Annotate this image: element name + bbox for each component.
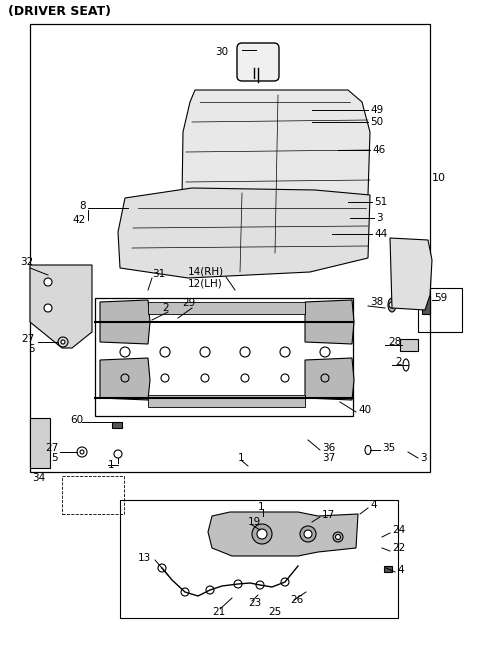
Text: 28: 28: [388, 337, 401, 347]
Text: 1: 1: [238, 453, 245, 463]
Polygon shape: [100, 358, 150, 400]
Circle shape: [44, 278, 52, 286]
Polygon shape: [30, 265, 92, 348]
Circle shape: [257, 529, 267, 539]
Text: 21: 21: [212, 607, 225, 617]
Text: 60: 60: [70, 415, 83, 425]
Text: 35: 35: [382, 443, 395, 453]
Bar: [112, 422, 122, 428]
Text: 50: 50: [370, 117, 383, 127]
Bar: [422, 296, 430, 314]
Text: 3: 3: [376, 213, 383, 223]
Polygon shape: [100, 300, 150, 344]
Text: 46: 46: [372, 145, 385, 155]
Circle shape: [280, 347, 290, 357]
Bar: [62, 476, 124, 514]
Text: 23: 23: [248, 598, 261, 608]
Circle shape: [160, 347, 170, 357]
Text: 34: 34: [32, 473, 45, 483]
Text: 10: 10: [432, 173, 446, 183]
Text: 38: 38: [370, 297, 383, 307]
Text: 49: 49: [370, 105, 383, 115]
Text: 14(RH): 14(RH): [188, 267, 224, 277]
Circle shape: [389, 302, 395, 308]
Text: 27: 27: [45, 443, 58, 453]
Text: 1: 1: [258, 502, 264, 512]
Text: 13: 13: [138, 553, 151, 563]
Bar: [30, 24, 430, 472]
Polygon shape: [182, 90, 370, 256]
Polygon shape: [305, 300, 354, 344]
Circle shape: [304, 530, 312, 538]
Polygon shape: [30, 418, 50, 468]
Text: 3: 3: [420, 453, 427, 463]
Text: 25: 25: [268, 607, 281, 617]
Text: 37: 37: [322, 453, 335, 463]
Text: 44: 44: [374, 229, 387, 239]
Text: 40: 40: [358, 405, 371, 415]
Ellipse shape: [388, 298, 396, 312]
Polygon shape: [208, 512, 358, 556]
Text: 51: 51: [374, 197, 387, 207]
Text: 27: 27: [22, 334, 35, 344]
Circle shape: [320, 347, 330, 357]
Text: 26: 26: [290, 595, 303, 605]
Text: 2: 2: [162, 303, 168, 313]
Text: 32: 32: [20, 257, 33, 267]
Bar: [120, 500, 398, 618]
Circle shape: [80, 450, 84, 454]
FancyBboxPatch shape: [237, 43, 279, 81]
Text: 12(LH): 12(LH): [188, 279, 223, 289]
Circle shape: [44, 304, 52, 312]
Bar: [148, 302, 305, 314]
Circle shape: [120, 347, 130, 357]
Text: 59: 59: [434, 293, 447, 303]
Circle shape: [200, 347, 210, 357]
Text: 29: 29: [182, 298, 195, 308]
Circle shape: [240, 347, 250, 357]
Text: 8: 8: [79, 201, 86, 211]
Text: 5: 5: [28, 344, 35, 354]
Text: 30: 30: [215, 47, 228, 57]
Circle shape: [61, 340, 65, 344]
Polygon shape: [390, 238, 432, 310]
Text: (DRIVER SEAT): (DRIVER SEAT): [8, 5, 111, 18]
Text: 17: 17: [322, 510, 335, 520]
Circle shape: [336, 535, 340, 539]
Text: 31: 31: [152, 269, 165, 279]
Polygon shape: [118, 188, 370, 278]
Bar: [95, 298, 353, 416]
Circle shape: [333, 532, 343, 542]
Text: 36: 36: [322, 443, 335, 453]
Text: 19: 19: [248, 517, 261, 527]
Text: 24: 24: [392, 525, 405, 535]
Text: 5: 5: [51, 453, 58, 463]
Text: 22: 22: [392, 543, 405, 553]
Text: 2: 2: [395, 357, 402, 367]
Text: 1: 1: [108, 460, 115, 470]
Bar: [400, 339, 418, 351]
Circle shape: [300, 526, 316, 542]
Bar: [418, 288, 462, 332]
Polygon shape: [305, 358, 354, 400]
Text: 4: 4: [370, 500, 377, 510]
Bar: [148, 395, 305, 407]
Bar: [384, 566, 392, 572]
Circle shape: [252, 524, 272, 544]
Text: 4: 4: [397, 565, 404, 575]
Text: 42: 42: [73, 215, 86, 225]
